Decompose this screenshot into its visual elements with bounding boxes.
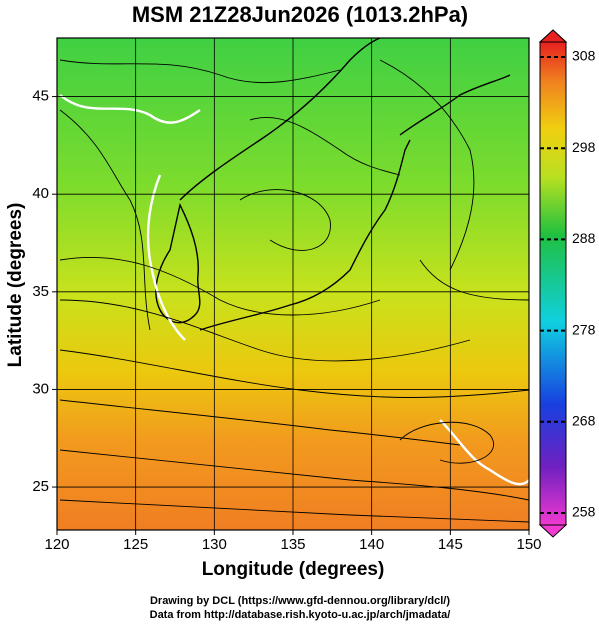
white-contour (59, 94, 201, 124)
white-contour (439, 419, 529, 486)
x-tick-label: 120 (44, 536, 69, 553)
x-axis-label: Longitude (degrees) (202, 559, 385, 580)
hokkaido-coast (399, 74, 511, 136)
colorbar (539, 41, 567, 526)
title: MSM 21Z28Jun2026 (1013.2hPa) (132, 2, 468, 27)
y-tick-label: 25 (32, 478, 49, 495)
x-tick-label: 140 (359, 536, 384, 553)
colorbar-tick-label: 268 (572, 413, 596, 429)
credit: Data from http://database.rish.kyoto-u.a… (150, 609, 451, 621)
korea-coast (155, 202, 201, 324)
colorbar-tick-label: 258 (572, 504, 596, 520)
white-contour (146, 174, 186, 341)
colorbar-top (538, 29, 568, 43)
x-tick-label: 150 (516, 536, 541, 553)
y-tick-label: 45 (32, 88, 49, 105)
x-tick-label: 125 (123, 536, 148, 553)
streamlines (59, 59, 529, 523)
x-tick-label: 145 (438, 536, 463, 553)
colorbar-tick-label: 278 (572, 321, 596, 337)
credit: Drawing by DCL (https://www.gfd-dennou.o… (150, 595, 450, 607)
y-tick-label: 35 (32, 283, 49, 300)
y-tick-label: 30 (32, 380, 49, 397)
colorbar-tick-label: 298 (572, 139, 596, 155)
colorbar-tick-label: 288 (572, 230, 596, 246)
y-axis-label: Latitude (degrees) (5, 203, 26, 368)
y-tick-label: 40 (32, 185, 49, 202)
x-tick-label: 130 (202, 536, 227, 553)
japan-coast (199, 139, 411, 331)
colorbar-tick-label: 308 (572, 48, 596, 64)
mainland-coast (179, 38, 381, 201)
x-tick-label: 135 (280, 536, 305, 553)
